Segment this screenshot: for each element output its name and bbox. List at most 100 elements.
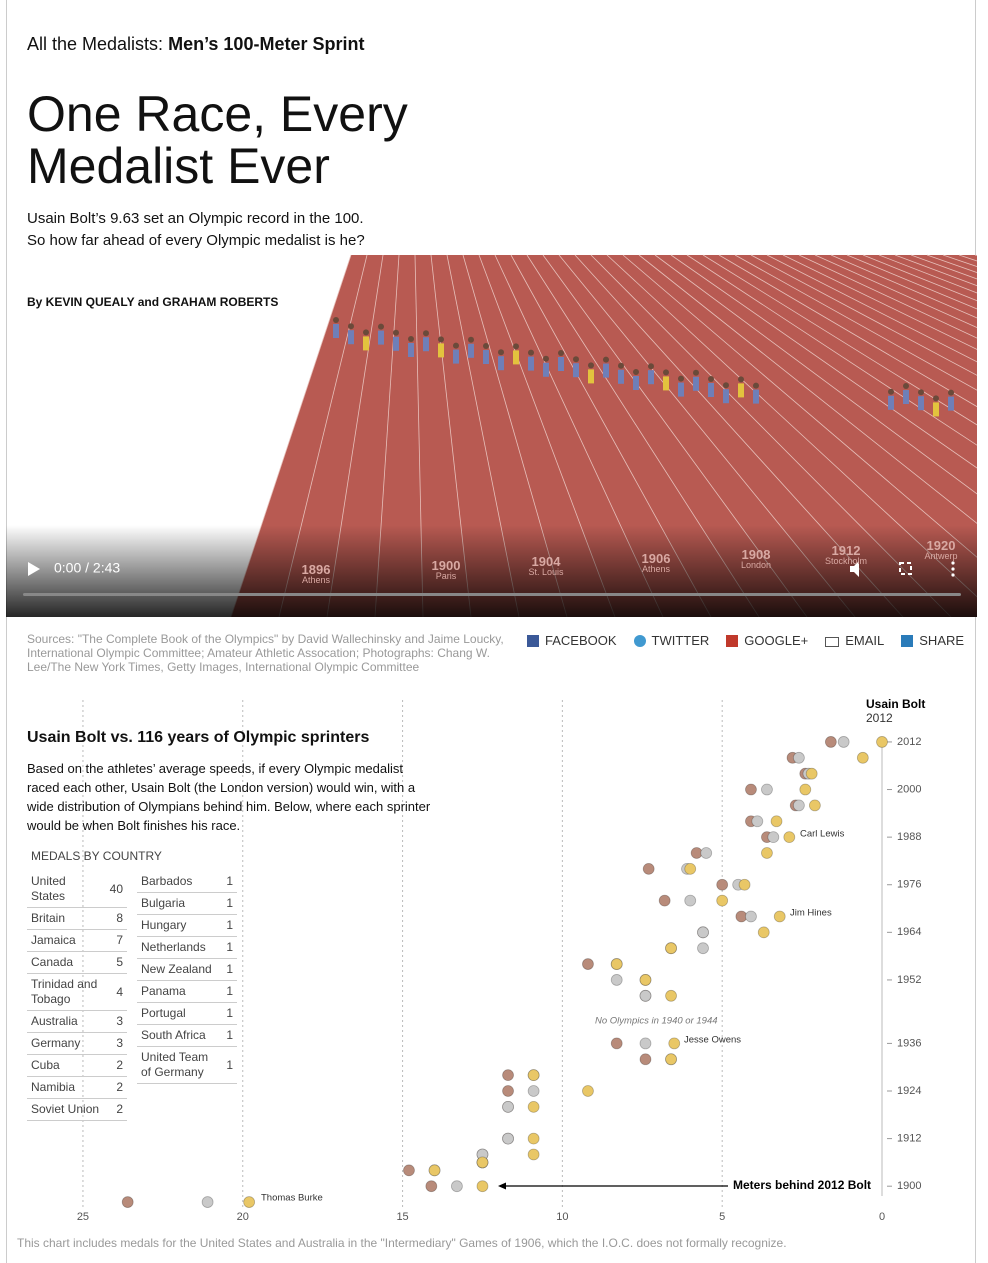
medal-row: Trinidad and Tobago 4 <box>27 974 127 1011</box>
menu-button[interactable] <box>951 561 955 577</box>
runner-head <box>543 355 549 362</box>
runner-body <box>648 370 654 385</box>
medal-row: New Zealand 1 <box>137 959 237 981</box>
runner-body <box>468 343 474 358</box>
runner-body <box>948 396 954 411</box>
runner-head <box>888 388 894 395</box>
country: Jamaica <box>31 933 76 947</box>
runner-body <box>588 369 594 384</box>
lane-line <box>670 254 977 469</box>
runner-head <box>558 350 564 356</box>
track-city: Antwerp <box>924 551 957 561</box>
country: Namibia <box>31 1080 76 1094</box>
runner-body <box>528 356 534 371</box>
sources: Sources: "The Complete Book of the Olymp… <box>27 632 504 674</box>
runner-head <box>723 382 729 389</box>
country: Barbados <box>141 874 193 888</box>
track-city: Athens <box>302 575 331 585</box>
controls-shade <box>6 525 977 617</box>
medal-count: 8 <box>116 911 123 925</box>
share-facebook[interactable]: FACEBOOK <box>527 633 617 648</box>
track-year: 1900 <box>432 558 461 573</box>
runner-head <box>633 369 639 375</box>
runner-head <box>408 336 414 342</box>
icon <box>633 634 646 647</box>
runner-head <box>618 362 624 369</box>
track-year: 1908 <box>742 547 771 562</box>
runner-head <box>423 330 429 337</box>
country: Canada <box>31 955 74 969</box>
runner-head <box>483 343 489 349</box>
medal-row: South Africa 1 <box>137 1025 237 1047</box>
chart-subtitle: Based on the athletes’ average speeds, i… <box>27 761 431 833</box>
country: Trinidad and Tobago <box>31 977 98 1006</box>
runner-head <box>498 349 504 356</box>
lane-line <box>734 254 977 391</box>
country: United States <box>31 874 66 903</box>
medal-count: 1 <box>226 1006 233 1020</box>
medal-count: 3 <box>116 1036 123 1050</box>
share-label: FACEBOOK <box>545 633 617 648</box>
lane-line <box>654 254 977 495</box>
fullscreen-button[interactable] <box>899 562 912 575</box>
track-year: 1912 <box>832 543 861 558</box>
medal-count: 40 <box>109 881 123 896</box>
runner-body <box>378 330 384 345</box>
runner-body <box>708 383 714 397</box>
medal-row: Panama 1 <box>137 981 237 1003</box>
share-linkedin[interactable]: SHARE <box>901 633 964 648</box>
track-city: Paris <box>436 571 457 581</box>
runner-head <box>648 363 654 370</box>
runner-head <box>528 349 534 356</box>
runner-body <box>348 330 354 345</box>
medal-count: 1 <box>226 940 233 954</box>
runner-head <box>693 369 699 376</box>
share-bar: FACEBOOK TWITTER GOOGLE+ EMAIL SHARE <box>527 633 964 648</box>
runner-body <box>498 356 504 371</box>
medal-count: 7 <box>116 933 123 947</box>
medal-row: Namibia 2 <box>27 1077 127 1099</box>
lane-line <box>798 254 977 339</box>
runner-head <box>348 323 354 330</box>
medal-row: Bulgaria 1 <box>137 893 237 915</box>
runner-body <box>663 376 669 391</box>
share-label: TWITTER <box>651 633 710 648</box>
country: Panama <box>141 984 186 998</box>
footnote: This chart includes medals for the Unite… <box>17 1236 787 1250</box>
progress-bar[interactable] <box>23 593 961 596</box>
runner-body <box>573 363 579 378</box>
play-button[interactable] <box>28 562 40 576</box>
medal-row: Australia 3 <box>27 1011 127 1033</box>
share-email[interactable]: EMAIL <box>825 633 884 648</box>
track-year: 1920 <box>927 538 956 553</box>
kicker: All the Medalists: Men’s 100-Meter Sprin… <box>27 34 364 55</box>
volume-button[interactable] <box>850 561 859 577</box>
runner-head <box>333 317 339 323</box>
medal-row: Germany 3 <box>27 1033 127 1055</box>
runner-body <box>438 343 444 358</box>
lane-line <box>814 254 977 329</box>
headline: One Race, Every Medalist Ever <box>27 86 408 194</box>
share-twitter[interactable]: TWITTER <box>633 633 710 648</box>
runner-head <box>678 375 684 382</box>
runner-body <box>693 376 699 391</box>
runner-body <box>558 357 564 371</box>
runner-head <box>918 389 924 396</box>
runner-head <box>573 356 579 363</box>
frame <box>6 0 976 1263</box>
runner-body <box>738 383 744 398</box>
runner-head <box>753 382 759 389</box>
medal-row: Jamaica 7 <box>27 930 127 952</box>
lane-line <box>638 254 977 524</box>
lane-line <box>750 254 977 376</box>
runner-body <box>363 336 369 351</box>
runner-body <box>678 382 684 397</box>
share-label: EMAIL <box>845 633 885 648</box>
share-google[interactable]: GOOGLE+ <box>726 633 808 648</box>
track-city: London <box>741 560 771 570</box>
country: Australia <box>31 1014 78 1028</box>
medals-title: MEDALS BY COUNTRY <box>31 849 162 863</box>
medal-count: 1 <box>226 1057 233 1072</box>
